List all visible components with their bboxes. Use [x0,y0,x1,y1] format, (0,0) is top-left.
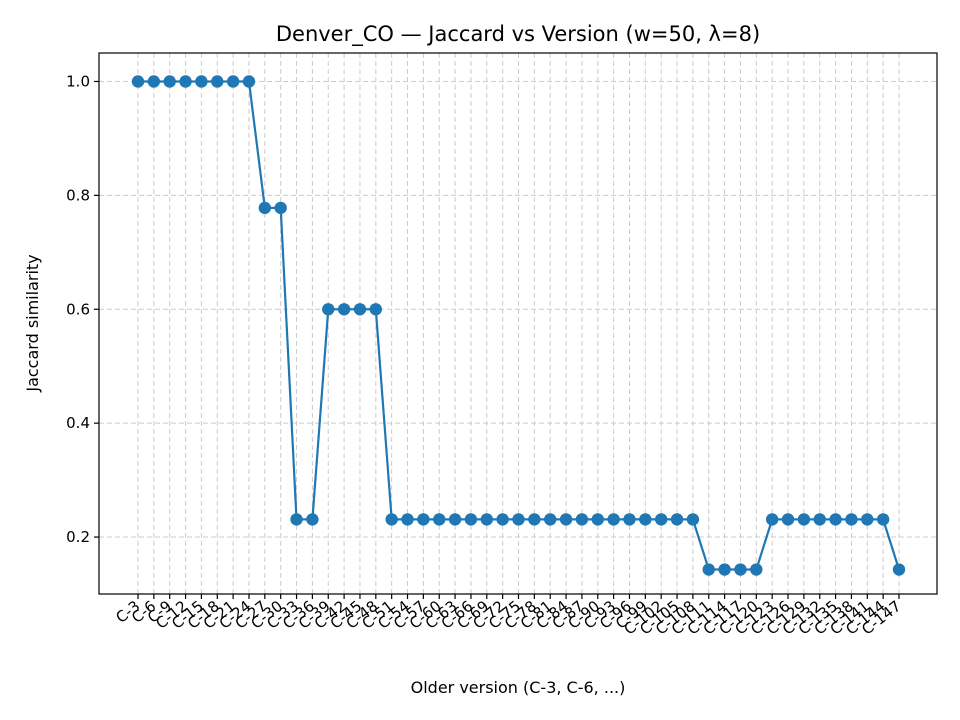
y-tick-label: 0.4 [66,414,90,432]
data-point [607,513,620,526]
data-point [258,201,272,215]
y-tick-label: 0.6 [66,300,90,318]
data-point [575,513,589,526]
y-tick-label: 0.2 [66,528,90,546]
data-point [639,513,652,526]
data-point [353,303,367,316]
data-point [195,75,208,88]
series-layer [131,75,906,576]
data-point [734,563,747,576]
data-point [670,513,684,526]
data-point [433,513,446,526]
y-axis-label: Jaccard similarity [23,254,42,392]
data-point [464,513,478,526]
data-point [131,75,145,88]
data-point [274,201,287,215]
data-point [781,513,795,526]
data-point [211,75,224,88]
data-point [797,513,811,526]
data-point [290,513,303,526]
data-point [401,513,414,526]
data-point [512,513,525,526]
data-point [702,563,715,576]
y-tick-label: 0.8 [66,186,90,204]
chart-title: Denver_CO — Jaccard vs Version (w=50, λ=… [276,22,760,47]
data-point [385,513,398,526]
data-point [528,513,541,526]
data-point [337,303,351,316]
data-point [147,75,161,88]
data-point [559,513,573,526]
data-point [845,513,858,526]
data-point [892,563,906,576]
data-point [322,303,335,316]
data-point [369,303,383,316]
data-point [306,513,319,526]
data-point [448,513,462,526]
data-point [417,513,430,526]
data-point [813,513,826,526]
data-point [623,513,636,526]
data-point [496,513,509,526]
data-point [718,563,731,576]
grid-lines [99,53,937,594]
data-point [179,75,192,88]
data-point [654,513,668,526]
data-point [876,513,890,526]
y-axis: 0.2 0.4 0.6 0.8 1.0 [66,72,99,546]
data-point [765,513,779,526]
y-tick-label: 1.0 [66,72,90,90]
data-point [163,75,176,88]
data-point [686,513,700,526]
x-axis-label: Older version (C-3, C-6, ...) [411,678,626,697]
data-point [861,513,874,526]
data-point [242,75,256,88]
data-point [591,513,604,526]
data-point [750,563,763,576]
x-axis: C-3C-6C-9C-12C-15C-18C-21C-24C-27C-30C-3… [112,594,904,639]
data-point [544,513,557,526]
data-point [480,513,493,526]
data-point [829,513,842,526]
data-point [226,75,240,88]
